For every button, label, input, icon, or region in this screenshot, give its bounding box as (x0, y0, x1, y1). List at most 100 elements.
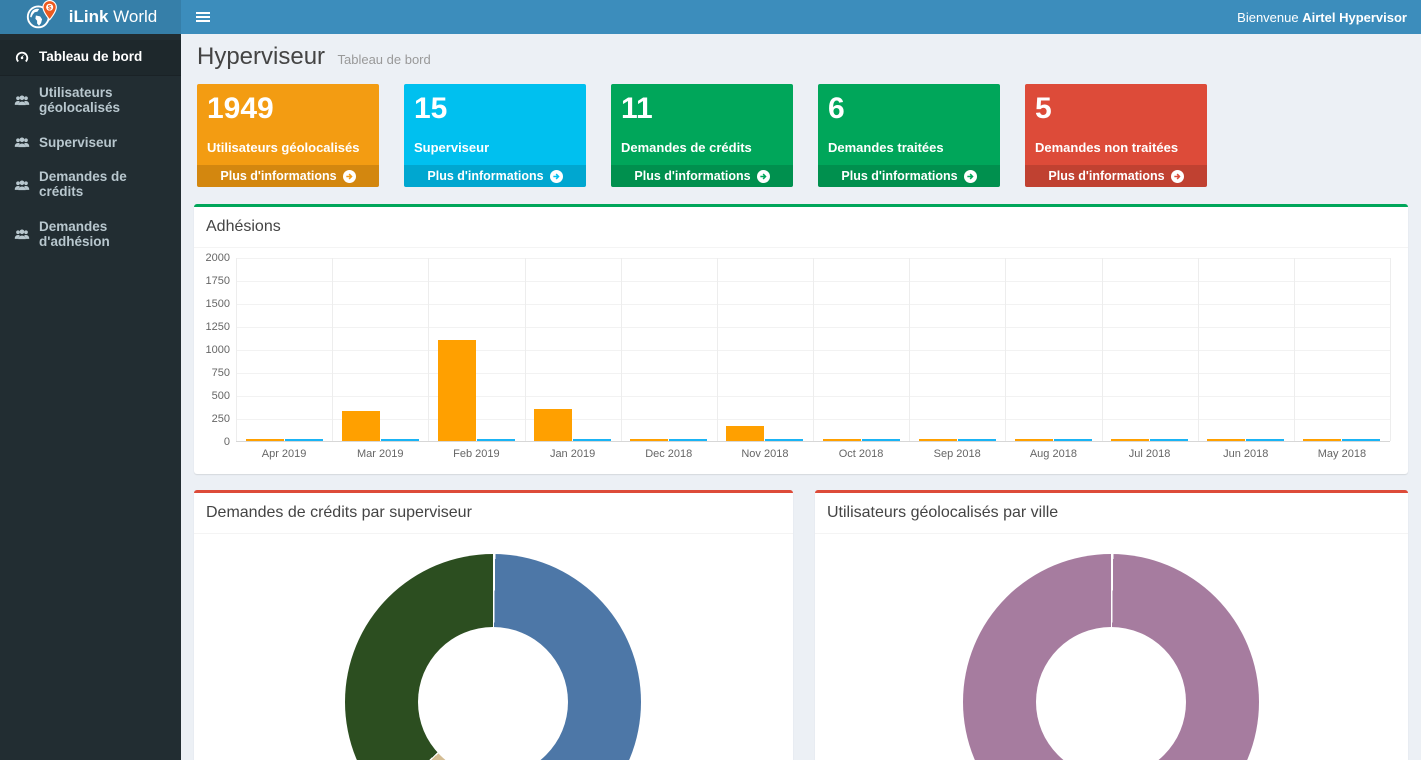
series-blue-bar (1342, 439, 1381, 441)
series-blue-bar (380, 439, 419, 441)
y-axis-tick-label: 1000 (205, 344, 230, 356)
series-orange-bar (822, 439, 861, 441)
x-axis-tick-label: Aug 2018 (1029, 448, 1077, 460)
stat-label: Demandes de crédits (621, 139, 752, 155)
brand-logo[interactable]: $ iLink World (0, 0, 181, 34)
x-axis-tick-label: Jan 2019 (549, 448, 596, 460)
stat-value: 15 (414, 92, 448, 125)
main-content: Hyperviseur Tableau de bord 1949 Utilisa… (181, 34, 1421, 760)
bar-group (525, 258, 621, 441)
x-axis-tick-label: Jun 2018 (1223, 448, 1269, 460)
credits-by-supervisor-donut-chart (345, 554, 642, 760)
arrow-circle-right-icon (756, 169, 770, 183)
svg-text:$: $ (48, 4, 52, 11)
stat-value: 11 (621, 92, 653, 125)
adhesions-chart-title: Adhésions (194, 207, 1408, 248)
bar-group (1198, 258, 1294, 441)
bar-group (909, 258, 1005, 441)
users-icon (14, 94, 30, 107)
x-axis-tick-label: Mar 2019 (356, 448, 404, 460)
series-blue-bar (573, 439, 612, 441)
series-orange-bar (437, 339, 476, 441)
stat-cards-row: 1949 Utilisateurs géolocalisés Plus d'in… (194, 84, 1408, 187)
y-axis-tick-label: 750 (211, 367, 230, 379)
user-name: Airtel Hypervisor (1302, 9, 1407, 25)
bar-group (1102, 258, 1198, 441)
y-axis-tick-label: 1250 (205, 321, 230, 333)
sidebar-item-superviseur[interactable]: Superviseur (0, 126, 181, 161)
series-blue-bar (669, 439, 708, 441)
adhesions-bar-chart: 0 250 500 750 1000 1250 1500 1750 2000 Apr 2019 Ma… (204, 252, 1398, 466)
users-icon (14, 228, 30, 241)
series-orange-bar (630, 438, 669, 441)
more-info-link[interactable]: Plus d'informations (1025, 165, 1207, 187)
x-axis-tick-label: Apr 2019 (261, 448, 307, 460)
stat-card: 1949 Utilisateurs géolocalisés Plus d'in… (197, 84, 379, 187)
series-orange-bar (534, 408, 573, 441)
globe-pin-logo-icon: $ (24, 0, 62, 36)
top-bar: $ iLink World Bienvenue Airtel Hyperviso… (0, 0, 1421, 34)
more-info-link[interactable]: Plus d'informations (404, 165, 586, 187)
y-axis-tick-label: 0 (223, 436, 230, 448)
page-header: Hyperviseur Tableau de bord (197, 43, 1405, 71)
stat-card: 6 Demandes traitées Plus d'informations (818, 84, 1000, 187)
navbar: Bienvenue Airtel Hypervisor (181, 0, 1421, 34)
series-orange-bar (1303, 439, 1342, 441)
users-by-city-card: Utilisateurs géolocalisés par ville (814, 490, 1408, 760)
series-blue-bar (476, 439, 515, 441)
series-blue-bar (1246, 439, 1285, 441)
stat-value: 1949 (207, 92, 274, 125)
stat-label: Demandes non traitées (1035, 139, 1179, 155)
series-blue-bar (957, 439, 996, 441)
series-blue-bar (284, 439, 323, 441)
stat-value: 5 (1035, 92, 1052, 125)
bar-group (236, 258, 332, 441)
dashboard-icon (14, 50, 30, 64)
y-axis-tick-label: 1750 (205, 275, 230, 287)
users-icon (14, 179, 30, 192)
series-orange-bar (918, 439, 957, 441)
series-blue-bar (765, 439, 804, 441)
series-orange-bar (1111, 439, 1150, 441)
y-axis-tick-label: 2000 (205, 252, 230, 264)
series-orange-bar (1207, 438, 1246, 441)
credits-by-supervisor-title: Demandes de crédits par superviseur (194, 493, 793, 534)
stat-label: Utilisateurs géolocalisés (207, 139, 360, 155)
page-title: Hyperviseur (197, 43, 326, 70)
welcome-message: Bienvenue Airtel Hypervisor (1237, 9, 1407, 25)
bar-group (813, 258, 909, 441)
stat-label: Superviseur (414, 139, 490, 155)
arrow-circle-right-icon (342, 169, 356, 183)
series-orange-bar (341, 410, 380, 441)
users-by-city-donut-chart (963, 554, 1260, 760)
stat-card: 15 Superviseur Plus d'informations (404, 84, 586, 187)
users-icon (14, 136, 30, 149)
y-axis-tick-label: 250 (211, 413, 230, 425)
x-axis-tick-label: May 2018 (1317, 448, 1367, 460)
stat-card: 5 Demandes non traitées Plus d'informati… (1025, 84, 1207, 187)
arrow-circle-right-icon (963, 169, 977, 183)
sidebar-item-tableau-de-bord[interactable]: Tableau de bord (0, 40, 181, 76)
sidebar-toggle-button[interactable] (181, 0, 225, 34)
more-info-link[interactable]: Plus d'informations (197, 165, 379, 187)
sidebar-item-demandes-d-adh-sion[interactable]: Demandes d'adhésion (0, 210, 181, 260)
stat-label: Demandes traitées (828, 139, 944, 155)
sidebar-item-utilisateurs-g-olocalis-s[interactable]: Utilisateurs géolocalisés (0, 76, 181, 126)
bar-group (1005, 258, 1101, 441)
x-axis-tick-label: Jul 2018 (1128, 448, 1171, 460)
x-axis-tick-label: Feb 2019 (453, 448, 500, 460)
sidebar-item-demandes-de-cr-dits[interactable]: Demandes de crédits (0, 160, 181, 210)
arrow-circle-right-icon (549, 169, 563, 183)
sidebar-menu: Tableau de bord Utilisateurs géolocalisé… (0, 34, 181, 760)
breadcrumb: Tableau de bord (337, 52, 431, 67)
hamburger-icon (196, 12, 210, 14)
y-axis-tick-label: 1500 (205, 298, 230, 310)
credits-by-supervisor-card: Demandes de crédits par superviseur (194, 490, 793, 760)
more-info-link[interactable]: Plus d'informations (818, 165, 1000, 187)
series-orange-bar (1014, 439, 1053, 441)
x-axis-tick-label: Nov 2018 (741, 448, 789, 460)
series-orange-bar (726, 426, 765, 441)
stat-value: 6 (828, 92, 845, 125)
more-info-link[interactable]: Plus d'informations (611, 165, 793, 187)
bar-group (332, 258, 428, 441)
